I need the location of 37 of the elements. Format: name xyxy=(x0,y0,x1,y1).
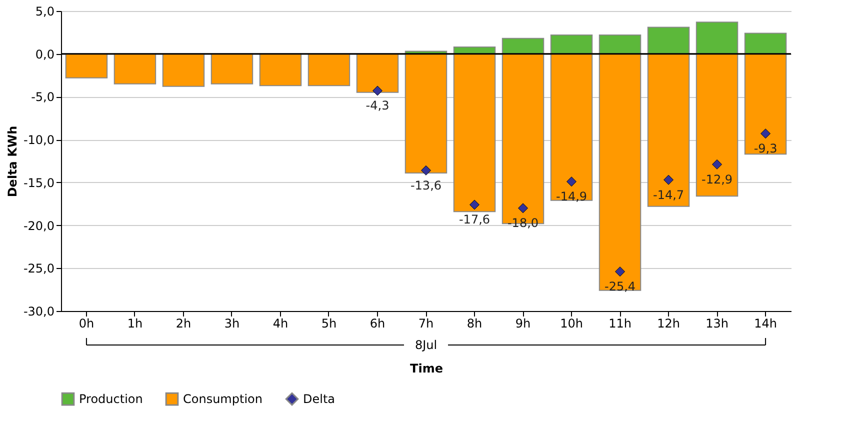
data-label: -14,9 xyxy=(556,190,588,204)
x-tick-label: 1h xyxy=(127,316,143,330)
y-tick-label: -20,0 xyxy=(23,218,54,233)
x-tick-label: 3h xyxy=(224,316,240,330)
x-tick-label: 12h xyxy=(657,316,680,330)
y-tick-label: -5,0 xyxy=(31,90,54,104)
y-tick-label: -15,0 xyxy=(23,176,54,190)
legend-label: Consumption xyxy=(183,392,262,406)
x-tick-label: 10h xyxy=(560,316,583,330)
x-tick-label: 14h xyxy=(754,316,777,330)
x-tick-label: 11h xyxy=(608,316,632,330)
y-tick-label: -30,0 xyxy=(23,304,54,318)
y-tick-label: 0,0 xyxy=(35,47,54,62)
x-tick-label: 2h xyxy=(176,316,192,330)
legend-label: Production xyxy=(79,392,143,406)
x-tick-label: 9h xyxy=(515,316,531,330)
x-tick-label: 0h xyxy=(78,316,94,330)
data-label: -17,6 xyxy=(458,212,490,227)
data-label: -25,4 xyxy=(604,280,636,294)
x-tick-label: 7h xyxy=(418,316,434,330)
data-label: -12,9 xyxy=(702,172,733,186)
x-axis-title: Time xyxy=(410,362,443,376)
x-tick-label: 5h xyxy=(321,316,337,330)
data-label: -9,3 xyxy=(754,142,778,156)
y-tick-label: -10,0 xyxy=(23,133,54,148)
y-tick-label: -25,0 xyxy=(23,262,54,276)
x-tick-label: 6h xyxy=(370,316,386,330)
text: 8Jul xyxy=(414,338,438,352)
x-tick-label: 4h xyxy=(272,316,288,330)
legend-label: Delta xyxy=(303,392,336,406)
data-label: -4,3 xyxy=(366,98,390,113)
y-tick-label: 5,0 xyxy=(35,4,54,18)
data-label: -14,7 xyxy=(652,188,684,202)
x-tick-label: 8h xyxy=(466,316,482,330)
y-axis-title: Delta KWh xyxy=(5,126,20,198)
data-label: -13,6 xyxy=(410,178,442,192)
x-tick-label: 13h xyxy=(706,316,728,330)
